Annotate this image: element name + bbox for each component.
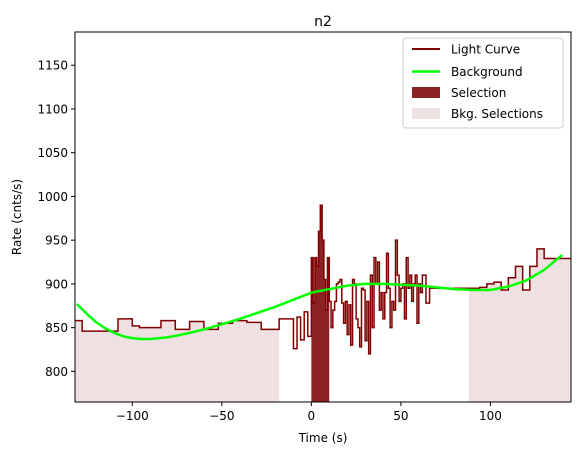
y-tick-label: 950 [45, 234, 68, 248]
bkg-selection-regions [75, 248, 571, 402]
x-tick-label: 0 [308, 409, 316, 423]
x-tick-label: 100 [479, 409, 502, 423]
bkg-selection-region-1 [468, 248, 571, 402]
y-tick-label: 850 [45, 321, 68, 335]
light-curve-line [75, 204, 571, 355]
y-tick-label: 1100 [37, 102, 68, 116]
x-tick-label: −50 [209, 409, 234, 423]
y-tick-label: 1150 [37, 59, 68, 73]
legend-selection-label: Selection [451, 86, 506, 100]
legend-bkg-selections-swatch [412, 108, 440, 119]
y-axis-label: Rate (cnts/s) [10, 179, 24, 255]
background-curve-group [75, 254, 563, 341]
legend-bkg-selections-label: Bkg. Selections [451, 107, 543, 121]
y-tick-label: 900 [45, 277, 68, 291]
light-curve-group [75, 204, 571, 355]
x-axis-ticks: −100 −50 0 50 100 [116, 402, 502, 423]
background-curve-line [75, 254, 563, 341]
x-axis-label: Time (s) [298, 431, 348, 445]
y-tick-label: 1000 [37, 190, 68, 204]
plot-frame [74, 31, 572, 403]
legend-background-label: Background [451, 65, 523, 79]
x-tick-label: 50 [393, 409, 408, 423]
legend-box [402, 37, 564, 129]
y-tick-label: 800 [45, 365, 68, 379]
legend: Light Curve Background Selection Bkg. Se… [402, 37, 564, 129]
selection-region [311, 205, 330, 402]
x-tick-label: −100 [116, 409, 149, 423]
legend-light-curve-label: Light Curve [451, 43, 520, 57]
chart-title: n2 [314, 14, 332, 30]
y-tick-label: 1050 [37, 146, 68, 160]
bkg-selection-region-0 [75, 318, 280, 402]
y-axis-ticks: 800 850 900 950 1000 1050 1100 1150 [37, 59, 75, 379]
selection-region [311, 205, 330, 402]
legend-selection-swatch [412, 87, 440, 98]
